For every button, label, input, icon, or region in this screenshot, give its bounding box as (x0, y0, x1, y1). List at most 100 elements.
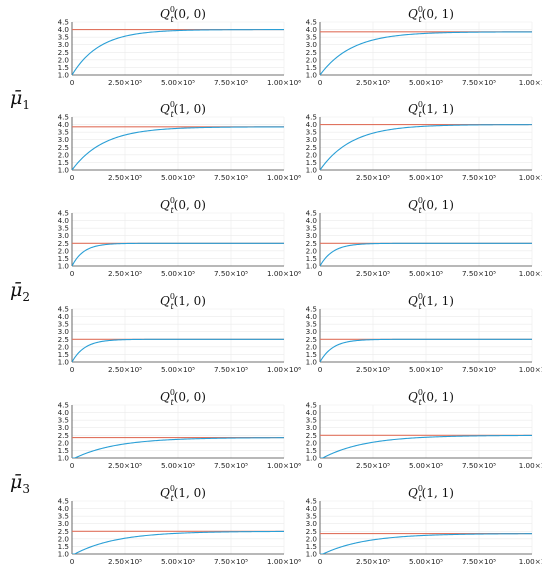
y-tick-label: 1.5 (306, 158, 317, 167)
y-tick-label: 3.5 (306, 320, 317, 329)
y-tick-label: 4.5 (58, 497, 69, 506)
series-line (320, 242, 532, 266)
x-tick-label: 0 (318, 78, 323, 87)
y-tick-label: 2.0 (306, 55, 318, 64)
subplot-3-0: 1.01.52.02.53.03.54.04.5 0 2.50×10⁵ 5.00×10… (58, 292, 302, 374)
x-tick-label: 7.50×10⁵ (462, 461, 496, 470)
subplot-title: Q0 t(1, 1) (408, 100, 454, 119)
y-tick-label: 3.0 (58, 327, 70, 336)
subplot-0-1: 1.01.52.02.53.03.54.04.5 0 2.50×10⁵ 5.00×10… (306, 5, 542, 87)
subplot-title: Q0 t(0, 0) (160, 5, 206, 24)
subplot-title: Q0 t(0, 1) (408, 388, 454, 407)
y-tick-label: 3.5 (58, 128, 69, 137)
y-tick-label: 1.0 (306, 166, 318, 175)
y-tick-label: 2.5 (306, 239, 317, 248)
x-tick-label: 2.50×10⁵ (108, 78, 142, 87)
x-tick-label: 5.00×10⁵ (161, 365, 195, 374)
x-tick-label: 7.50×10⁵ (462, 173, 496, 182)
x-tick-label: 1.00×1 (519, 78, 542, 87)
y-tick-label: 3.0 (306, 135, 318, 144)
series-line (320, 31, 532, 75)
y-tick-label: 3.0 (58, 135, 70, 144)
subplot-title: Q0 t(1, 1) (408, 292, 454, 311)
x-tick-label: 5.00×10⁵ (161, 269, 195, 278)
x-tick-label: 5.00×10⁵ (161, 557, 195, 566)
y-tick-label: 3.0 (58, 519, 70, 528)
y-tick-label: 2.5 (58, 431, 69, 440)
y-tick-label: 2.5 (58, 143, 69, 152)
y-tick-label: 1.5 (58, 446, 69, 455)
row-label-mu-3: μ̄3 (10, 471, 30, 496)
y-tick-label: 4.5 (306, 497, 317, 506)
subplot-2-1: 1.01.52.02.53.03.54.04.5 0 2.50×10⁵ 5.00×10… (306, 196, 542, 278)
x-tick-label: 7.50×10⁵ (214, 365, 248, 374)
x-tick-label: 0 (70, 173, 75, 182)
subplot-1-1: 1.01.52.02.53.03.54.04.5 0 2.50×10⁵ 5.00×10… (306, 100, 542, 182)
x-tick-label: 1.00×1 (519, 557, 542, 566)
y-tick-label: 4.0 (306, 25, 318, 34)
y-tick-label: 2.5 (58, 48, 69, 57)
y-tick-label: 3.5 (306, 512, 317, 521)
subplot-title: Q0 t(1, 0) (160, 292, 206, 311)
y-tick-label: 3.5 (306, 33, 317, 42)
series-line (320, 434, 532, 458)
y-tick-label: 3.0 (58, 231, 70, 240)
x-tick-label: 7.50×10⁵ (214, 269, 248, 278)
x-tick-label: 5.00×10⁵ (409, 78, 443, 87)
y-tick-label: 4.5 (306, 113, 317, 122)
x-tick-label: 0 (70, 269, 75, 278)
subplot-title: Q0 t(1, 0) (160, 100, 206, 119)
y-tick-label: 1.0 (58, 71, 70, 80)
x-tick-label: 2.50×10⁵ (108, 365, 142, 374)
subplot-4-0: 1.01.52.02.53.03.54.04.5 0 2.50×10⁵ 5.00×10… (58, 388, 302, 470)
x-tick-label: 1.00×10⁶ (267, 365, 301, 374)
x-tick-label: 2.50×10⁵ (356, 269, 390, 278)
y-tick-label: 2.0 (306, 246, 318, 255)
y-tick-label: 4.5 (306, 209, 317, 218)
subplot-5-1: 1.01.52.02.53.03.54.04.5 0 2.50×10⁵ 5.00×10… (306, 484, 542, 566)
x-tick-label: 1.00×10⁶ (267, 173, 301, 182)
y-tick-label: 4.0 (58, 408, 70, 417)
y-tick-label: 3.0 (306, 40, 318, 49)
y-tick-label: 3.0 (58, 423, 70, 432)
x-tick-label: 0 (318, 365, 323, 374)
y-tick-label: 1.5 (58, 350, 69, 359)
subplot-title: Q0 t(0, 1) (408, 196, 454, 215)
y-tick-label: 4.0 (58, 312, 70, 321)
x-tick-label: 7.50×10⁵ (214, 557, 248, 566)
subplot-3-1: 1.01.52.02.53.03.54.04.5 0 2.50×10⁵ 5.00×10… (306, 292, 542, 374)
y-tick-label: 2.0 (306, 438, 318, 447)
y-tick-label: 2.5 (306, 335, 317, 344)
x-tick-label: 2.50×10⁵ (356, 365, 390, 374)
x-tick-label: 7.50×10⁵ (214, 78, 248, 87)
x-tick-label: 0 (70, 461, 75, 470)
x-tick-label: 7.50×10⁵ (214, 461, 248, 470)
y-tick-label: 4.5 (58, 18, 69, 27)
y-tick-label: 1.0 (58, 166, 70, 175)
y-tick-label: 2.5 (306, 527, 317, 536)
y-tick-label: 1.5 (306, 63, 317, 72)
y-tick-label: 4.5 (58, 209, 69, 218)
y-tick-label: 3.0 (306, 519, 318, 528)
y-tick-label: 4.0 (58, 504, 70, 513)
y-tick-label: 3.5 (58, 33, 69, 42)
x-tick-label: 5.00×10⁵ (409, 269, 443, 278)
x-tick-label: 5.00×10⁵ (409, 365, 443, 374)
y-tick-label: 3.5 (306, 224, 317, 233)
y-tick-label: 2.5 (58, 335, 69, 344)
y-tick-label: 2.0 (58, 342, 70, 351)
y-tick-label: 2.0 (306, 342, 318, 351)
y-tick-label: 4.5 (58, 401, 69, 410)
y-tick-label: 1.0 (58, 262, 70, 271)
x-tick-label: 5.00×10⁵ (409, 557, 443, 566)
y-tick-label: 2.0 (306, 150, 318, 159)
x-tick-label: 5.00×10⁵ (161, 78, 195, 87)
y-tick-label: 2.5 (306, 143, 317, 152)
x-tick-label: 1.00×10⁶ (267, 557, 301, 566)
row-label-mu-2: μ̄2 (10, 279, 30, 304)
x-tick-label: 7.50×10⁵ (462, 557, 496, 566)
y-tick-label: 1.0 (58, 454, 70, 463)
x-tick-label: 7.50×10⁵ (462, 365, 496, 374)
y-tick-label: 2.5 (58, 527, 69, 536)
